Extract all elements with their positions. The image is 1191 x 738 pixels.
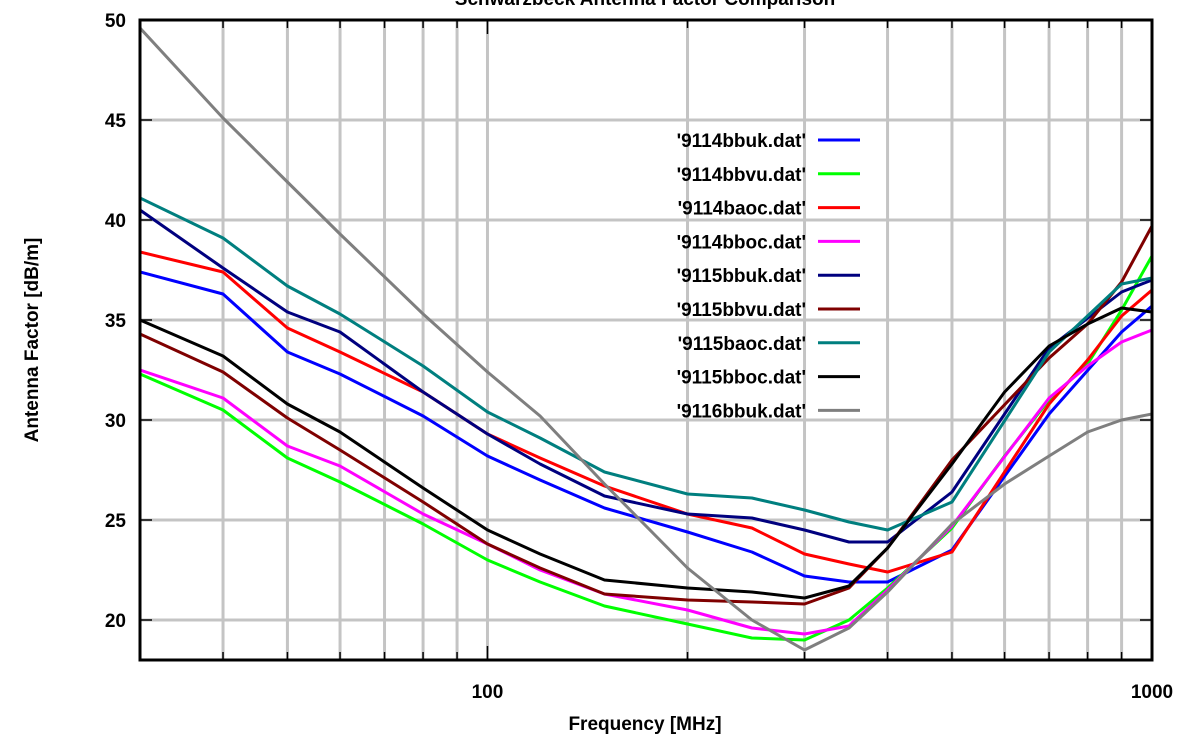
series-line [140,208,1152,544]
y-tick-label: 35 [105,311,127,332]
legend-label: '9114bbvu.dat' [677,165,806,186]
legend-label: '9115bboc.dat' [677,368,806,389]
legend-label: '9114bbuk.dat' [677,131,806,152]
legend-label: '9114baoc.dat' [678,199,806,220]
y-axis-title: Antenna Factor [dB/m] [22,238,43,443]
x-axis-title: Frequency [MHz] [568,714,721,735]
series-line [140,328,1152,636]
y-tick-label: 20 [105,611,126,632]
series-line [140,306,1152,600]
y-tick-label: 30 [105,411,126,432]
series-line [140,26,1152,652]
axis-ticks [140,19,1152,660]
y-tick-label: 50 [105,11,126,32]
y-tick-label: 40 [105,211,126,232]
legend-label: '9115baoc.dat' [678,334,806,355]
legend-label: '9114bboc.dat' [677,232,806,253]
legend-label: '9115bbvu.dat' [677,300,806,321]
legend-label: '9115bbuk.dat' [677,266,806,287]
legend-label: '9116bbuk.dat' [677,401,806,422]
x-tick-label: 100 [472,682,504,703]
series-line [140,250,1152,574]
tick-labels: 20 25 30 35 40 45 50 100 1000 [105,11,1173,703]
series-line [140,225,1152,606]
series-line [140,196,1152,532]
grid [140,20,1152,660]
x-tick-label: 1000 [1131,682,1173,703]
legend: '9114bbuk.dat' '9114bbvu.dat' '9114baoc.da… [677,131,860,422]
series-lines [140,26,1152,652]
y-tick-label: 45 [105,111,127,132]
chart-title: Schwarzbeck Antenna Factor Comparison [455,0,835,10]
y-tick-label: 25 [105,511,127,532]
plot-frame [138,18,1154,662]
